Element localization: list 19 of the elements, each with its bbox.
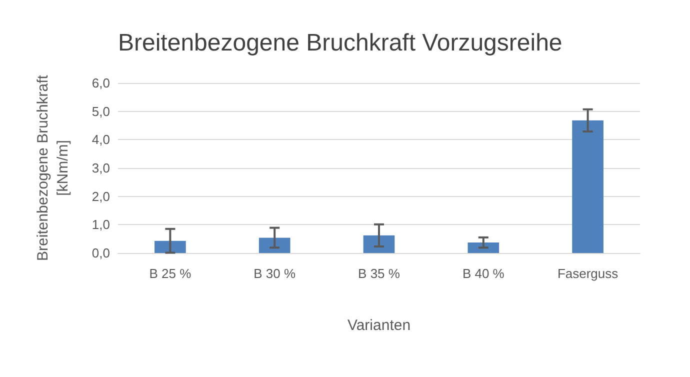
x-tick-label: Faserguss bbox=[557, 266, 619, 281]
y-tick-label: 0,0 bbox=[92, 246, 110, 260]
y-tick-label: 6,0 bbox=[92, 76, 110, 90]
x-tick-label: B 30 % bbox=[254, 266, 296, 281]
x-axis-title: Varianten bbox=[347, 317, 411, 334]
x-tick-label: B 35 % bbox=[358, 266, 400, 281]
bar bbox=[468, 242, 500, 253]
y-tick-label: 4,0 bbox=[92, 132, 110, 148]
bar bbox=[363, 235, 395, 253]
y-tick-label: 5,0 bbox=[92, 104, 110, 119]
y-tick-label: 3,0 bbox=[92, 160, 110, 176]
y-tick-label: 2,0 bbox=[92, 188, 110, 204]
x-tick-label: B 40 % bbox=[462, 266, 505, 281]
bar bbox=[572, 120, 604, 253]
x-tick-label: B 25 % bbox=[149, 266, 192, 281]
y-tick-label: 1,0 bbox=[92, 217, 110, 232]
y-axis-title: Breitenbezogene Bruchkraft [kNm/m] bbox=[34, 74, 72, 261]
bar bbox=[258, 238, 290, 253]
chart-title: Breitenbezogene Bruchkraft Vorzugsreihe bbox=[118, 30, 562, 56]
